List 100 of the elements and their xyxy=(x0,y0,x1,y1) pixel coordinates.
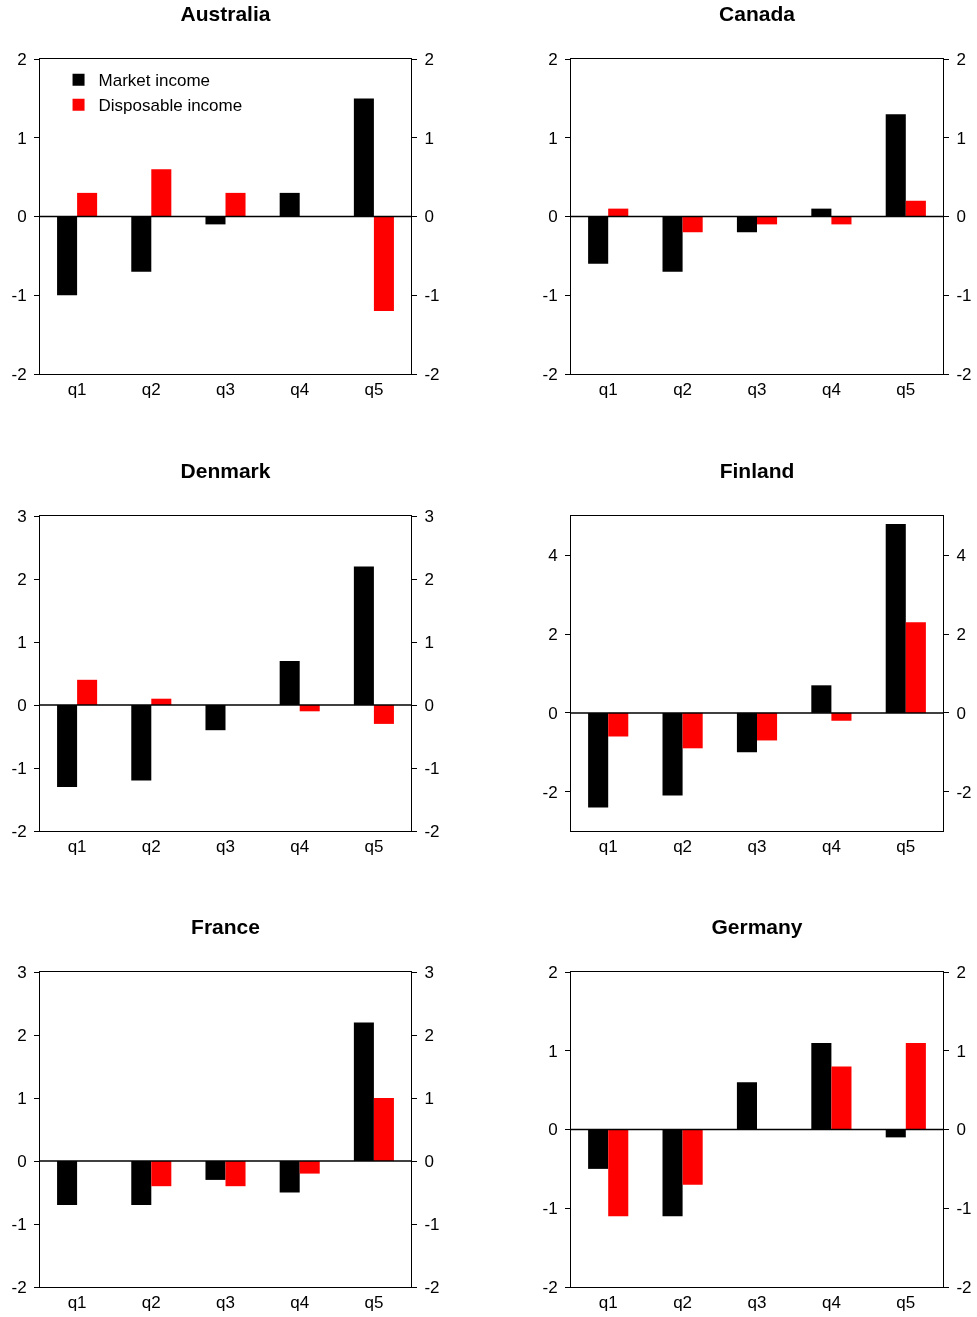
y2-tick-label: 1 xyxy=(424,1088,434,1108)
y-tick-label: 0 xyxy=(548,207,558,227)
x-tick-label: q4 xyxy=(290,1293,310,1313)
y-tick-label: -2 xyxy=(542,1277,558,1297)
bar xyxy=(682,712,703,748)
y-tick-label: -1 xyxy=(542,1199,558,1219)
bar xyxy=(373,216,394,311)
y-tick-label: -1 xyxy=(11,758,27,778)
x-tick-label: q4 xyxy=(290,380,310,400)
y2-tick-label: 2 xyxy=(424,49,434,69)
x-tick-label: q2 xyxy=(673,380,693,400)
y2-tick-label: -1 xyxy=(956,1199,972,1219)
x-tick-label: q5 xyxy=(896,380,916,400)
chart-title: Finland xyxy=(719,458,795,482)
y-tick-label: 2 xyxy=(17,569,27,589)
y-tick-label: 0 xyxy=(17,207,27,227)
y2-tick-label: 0 xyxy=(424,1151,434,1171)
chart-title: Denmark xyxy=(180,458,271,482)
bar xyxy=(373,1098,394,1161)
x-tick-label: q3 xyxy=(216,1293,235,1313)
y2-tick-label: 3 xyxy=(424,506,434,526)
x-tick-label: q5 xyxy=(896,1293,916,1313)
x-tick-label: q3 xyxy=(216,836,235,856)
x-tick-label: q5 xyxy=(896,836,916,856)
y-tick-label: 3 xyxy=(17,506,27,526)
x-tick-label: q2 xyxy=(141,1293,161,1313)
x-tick-label: q3 xyxy=(747,836,767,856)
y2-tick-label: -2 xyxy=(424,1277,440,1297)
x-tick-label: q1 xyxy=(598,836,618,856)
y2-tick-label: 1 xyxy=(956,1041,966,1061)
bar xyxy=(682,1129,703,1185)
y-tick-label: 4 xyxy=(548,545,558,565)
x-tick-label: q5 xyxy=(364,380,384,400)
y-tick-label: -1 xyxy=(11,286,27,306)
y-tick-label: 1 xyxy=(548,1041,558,1061)
x-tick-label: q3 xyxy=(747,380,767,400)
bar xyxy=(608,1129,629,1217)
bar xyxy=(905,621,926,713)
x-tick-label: q2 xyxy=(673,1293,693,1313)
x-tick-label: q1 xyxy=(67,1293,87,1313)
y-tick-label: -1 xyxy=(542,286,558,306)
x-tick-label: q5 xyxy=(364,1293,384,1313)
y-tick-label: 2 xyxy=(548,962,558,982)
bar xyxy=(905,1042,926,1130)
legend-label: Market income xyxy=(98,71,211,91)
y2-tick-label: 1 xyxy=(956,128,966,148)
y2-tick-label: 0 xyxy=(956,207,966,227)
y-tick-label: 0 xyxy=(548,703,558,723)
bar xyxy=(608,712,629,736)
y-tick-label: 2 xyxy=(17,49,27,69)
x-tick-label: q1 xyxy=(67,836,87,856)
chart-title: Australia xyxy=(180,1,271,25)
y-tick-label: 0 xyxy=(17,695,27,715)
y2-tick-label: 0 xyxy=(424,695,434,715)
x-tick-label: q4 xyxy=(821,1293,841,1313)
bar xyxy=(225,1161,246,1187)
y2-tick-label: 1 xyxy=(424,632,434,652)
y2-tick-label: 2 xyxy=(956,49,966,69)
y-tick-label: 0 xyxy=(17,1151,27,1171)
y-tick-label: 0 xyxy=(548,1120,558,1140)
y2-tick-label: -2 xyxy=(424,821,440,841)
y-tick-label: -2 xyxy=(11,821,27,841)
bar xyxy=(299,1161,320,1174)
bar xyxy=(905,200,926,217)
y-tick-label: 1 xyxy=(17,1088,27,1108)
y2-tick-label: -2 xyxy=(956,782,972,802)
y2-tick-label: -1 xyxy=(424,758,440,778)
bar xyxy=(151,169,172,217)
y-tick-label: -2 xyxy=(11,364,27,384)
y2-tick-label: 0 xyxy=(956,1120,966,1140)
x-tick-label: q1 xyxy=(67,380,87,400)
x-tick-label: q2 xyxy=(673,836,693,856)
chart-title: France xyxy=(191,914,260,938)
x-tick-label: q1 xyxy=(598,380,618,400)
y-tick-label: 2 xyxy=(548,49,558,69)
y-tick-label: 2 xyxy=(548,624,558,644)
y2-tick-label: 2 xyxy=(956,962,966,982)
x-tick-label: q5 xyxy=(364,836,384,856)
bar xyxy=(757,712,778,740)
y2-tick-label: -1 xyxy=(956,286,972,306)
bar xyxy=(77,192,98,217)
chart-title: Germany xyxy=(711,914,803,938)
y2-tick-label: -1 xyxy=(424,1214,440,1234)
y-tick-label: 3 xyxy=(17,962,27,982)
y-tick-label: -2 xyxy=(542,782,558,802)
legend-label: Disposable income xyxy=(98,96,243,116)
y2-tick-label: -2 xyxy=(424,364,440,384)
bar xyxy=(225,192,246,217)
x-tick-label: q4 xyxy=(290,836,310,856)
bar xyxy=(682,216,703,233)
bar xyxy=(831,1066,852,1130)
y-tick-label: -2 xyxy=(542,364,558,384)
y2-tick-label: -2 xyxy=(956,364,972,384)
x-tick-label: q1 xyxy=(598,1293,618,1313)
x-tick-label: q4 xyxy=(821,380,841,400)
y2-tick-label: 0 xyxy=(424,207,434,227)
y2-tick-label: -1 xyxy=(424,286,440,306)
y2-tick-label: 0 xyxy=(956,703,966,723)
x-tick-label: q3 xyxy=(747,1293,767,1313)
y2-tick-label: -2 xyxy=(956,1277,972,1297)
